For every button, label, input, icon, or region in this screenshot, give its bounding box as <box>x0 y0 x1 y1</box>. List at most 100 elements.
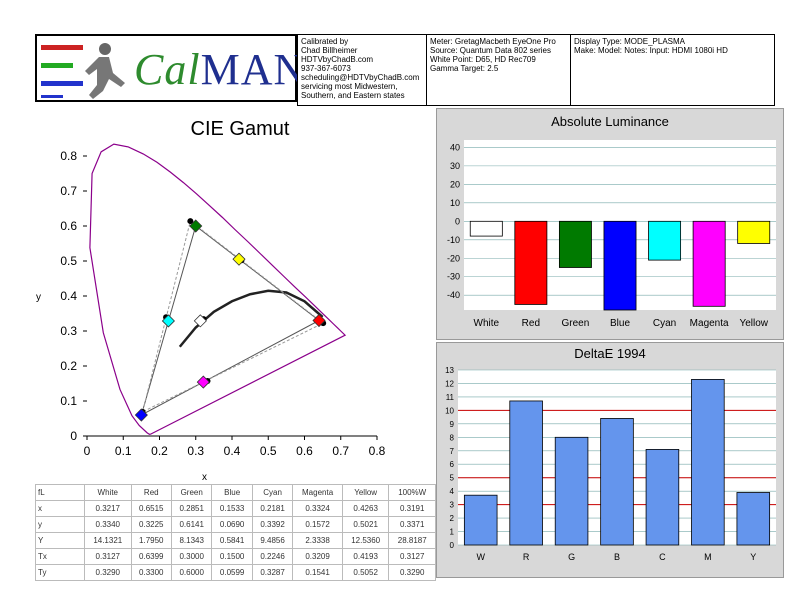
y-tick-label: 30 <box>450 161 460 171</box>
x-tick-label: 0.8 <box>369 444 386 458</box>
x-tick-label: 0 <box>84 444 91 458</box>
table-cell: 0.3209 <box>292 548 343 565</box>
table-cell: 0.1533 <box>211 500 253 517</box>
y-tick-label: 0 <box>450 541 455 550</box>
meter-info-line: Gamma Target: 2.5 <box>430 64 499 73</box>
table-row: Ty 0.3290 0.3300 0.6000 0.0599 0.3287 0.… <box>35 564 436 581</box>
absolute-luminance-chart: 40 30 20 10 0 -10 -20 -30 -40 White Red Green Blue Cy… <box>447 140 776 329</box>
x-tick-label: 0.3 <box>187 444 204 458</box>
target-point <box>193 314 207 328</box>
measurement-table: fL White Red Green Blue Cyan Magenta Yel… <box>35 484 436 581</box>
table-cell: 9.4856 <box>251 532 294 549</box>
x-tick-label: 0.6 <box>296 444 313 458</box>
bar <box>469 220 503 237</box>
calibrated-by-line: Chad Billheimer <box>301 46 358 55</box>
table-cell: 0.0690 <box>211 516 253 533</box>
target-point <box>232 252 246 266</box>
target-point <box>189 219 203 233</box>
table-cell: 0.3287 <box>251 564 294 581</box>
y-tick-label: 3 <box>450 501 455 510</box>
table-row: x 0.3217 0.6515 0.2851 0.1533 0.2181 0.3… <box>35 500 436 517</box>
bar <box>692 220 726 307</box>
table-cell: 0.3290 <box>84 564 132 581</box>
table-cell: 0.1541 <box>292 564 343 581</box>
meter-info-line: White Point: D65, HD Rec709 <box>430 55 536 64</box>
x-tick-label: Y <box>750 552 756 562</box>
y-tick-label: 0.5 <box>60 254 77 268</box>
table-cell: 0.4193 <box>341 548 390 565</box>
table-cell: 0.3225 <box>130 516 172 533</box>
x-tick-label: Red <box>522 318 540 329</box>
table-row: y 0.3340 0.3225 0.6141 0.0690 0.3392 0.1… <box>35 516 436 533</box>
table-cell: 0.6141 <box>170 516 213 533</box>
y-tick-label: 9 <box>450 420 455 429</box>
table-cell: 28.8187 <box>388 532 436 549</box>
calibrated-by-line: HDTVbyChadB.com <box>301 55 374 64</box>
table-header-cell: Blue <box>211 484 253 501</box>
deltae-chart-title: DeltaE 1994 <box>574 346 646 361</box>
y-tick-label: 0.3 <box>60 324 77 338</box>
y-tick-label: 0.2 <box>60 359 77 373</box>
table-cell: Ty <box>35 564 85 581</box>
table-cell: 0.4263 <box>341 500 390 517</box>
x-tick-label: 0.4 <box>224 444 241 458</box>
x-tick-label: C <box>659 552 666 562</box>
table-header-cell: Yellow <box>341 484 390 501</box>
bar <box>648 220 682 261</box>
table-cell: 0.5841 <box>211 532 253 549</box>
bar <box>600 418 634 546</box>
y-tick-label: 40 <box>450 142 460 152</box>
x-tick-label: Cyan <box>653 318 676 329</box>
x-tick-label: W <box>476 552 485 562</box>
x-tick-label: 0.7 <box>332 444 349 458</box>
calibrated-by-line: Southern, and Eastern states <box>301 91 405 100</box>
x-tick-label: Yellow <box>739 318 768 329</box>
cie-gamut-chart: 0 0.1 0.2 0.3 0.4 0.5 0.6 0.7 0.8 0 0.1 0.2 0.3 0.4 0.… <box>36 143 386 483</box>
y-tick-label: 12 <box>445 379 454 388</box>
calman-logo: CalMANTM <box>35 34 331 102</box>
y-tick-label: 1 <box>450 528 455 537</box>
table-cell: 0.3290 <box>388 564 436 581</box>
y-tick-label: 0.4 <box>60 289 77 303</box>
table-cell: 0.1500 <box>211 548 253 565</box>
spectral-locus <box>89 143 347 435</box>
table-cell: 0.0599 <box>211 564 253 581</box>
table-cell: 0.3127 <box>388 548 436 565</box>
calibrated-by-line: 937-367-6073 <box>301 64 351 73</box>
table-cell: 0.3340 <box>84 516 132 533</box>
table-header-cell: Magenta <box>292 484 343 501</box>
x-tick-label: 0.2 <box>151 444 168 458</box>
bar <box>558 220 592 268</box>
table-cell: 0.3217 <box>84 500 132 517</box>
bar <box>645 449 680 546</box>
y-tick-label: -40 <box>447 290 460 300</box>
y-tick-label: 4 <box>450 487 455 496</box>
y-tick-label: 0 <box>70 429 77 443</box>
table-cell: Tx <box>35 548 85 565</box>
table-cell: 0.5021 <box>341 516 390 533</box>
table-cell: 0.1572 <box>292 516 343 533</box>
meter-info-line: Meter: GretagMacbeth EyeOne Pro <box>430 37 556 46</box>
cie-chart-title: CIE Gamut <box>190 118 290 140</box>
target-point <box>161 314 175 328</box>
bar <box>737 220 771 244</box>
table-cell: 14.1321 <box>84 532 132 549</box>
table-cell: 0.3371 <box>388 516 436 533</box>
target-point <box>312 313 326 328</box>
table-header-cell: Green <box>170 484 213 501</box>
logo-man: MAN <box>200 45 307 94</box>
bar <box>554 436 589 546</box>
x-tick-label: White <box>474 318 500 329</box>
y-tick-label: 6 <box>450 460 455 469</box>
y-tick-label: 20 <box>450 179 460 189</box>
table-header-row: fL White Red Green Blue Cyan Magenta Yel… <box>35 484 436 501</box>
y-tick-label: 0.8 <box>60 149 77 163</box>
x-tick-label: Blue <box>610 318 630 329</box>
table-row: Y 14.1321 1.7950 8.1343 0.5841 9.4856 2.… <box>35 532 436 549</box>
y-tick-label: -30 <box>447 272 460 282</box>
y-tick-label: 8 <box>450 433 455 442</box>
table-cell: y <box>35 516 85 533</box>
meter-info-block: Meter: GretagMacbeth EyeOne Pro Source: … <box>426 34 571 106</box>
table-header-cell: White <box>84 484 132 501</box>
table-cell: 0.3191 <box>388 500 436 517</box>
